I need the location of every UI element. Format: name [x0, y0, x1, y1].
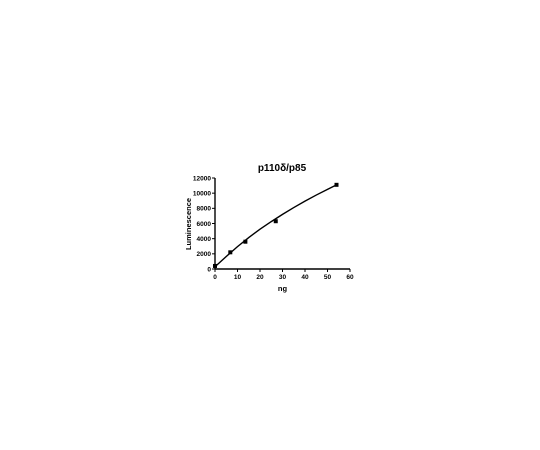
x-axis: 0 10 20 30 40 50 60 [213, 268, 354, 281]
y-tick-label-5: 10000 [193, 190, 211, 197]
x-tick-label-4: 40 [301, 274, 309, 281]
x-tick-label-3: 30 [279, 274, 287, 281]
chart-title: p110δ/p85 [258, 163, 307, 174]
data-point-2 [243, 239, 248, 244]
y-tick-label-0: 0 [207, 266, 211, 273]
x-tick-label-1: 10 [234, 274, 242, 281]
y-ticks: 0 2000 4000 6000 8000 10000 12000 [193, 175, 215, 273]
x-ticks: 0 10 20 30 40 50 60 [213, 269, 354, 281]
data-point-3 [273, 219, 278, 224]
y-tick-label-6: 12000 [193, 175, 211, 182]
data-point-0 [213, 263, 217, 268]
fit-curve [214, 184, 337, 268]
y-tick-label-3: 6000 [197, 221, 212, 228]
x-tick-label-2: 20 [256, 274, 264, 281]
data-point-4 [334, 182, 339, 187]
y-axis-label: Luminescence [184, 198, 193, 250]
y-tick-label-2: 4000 [197, 236, 212, 243]
x-tick-label-0: 0 [213, 274, 217, 281]
y-axis: 0 2000 4000 6000 8000 10000 12000 [193, 175, 216, 273]
x-axis-label: ng [278, 284, 288, 293]
data-points [213, 182, 339, 268]
y-tick-label-1: 2000 [197, 251, 212, 258]
y-tick-label-4: 8000 [197, 206, 212, 213]
x-tick-label-6: 60 [346, 274, 354, 281]
data-point-1 [228, 250, 233, 255]
x-tick-label-5: 50 [324, 274, 332, 281]
